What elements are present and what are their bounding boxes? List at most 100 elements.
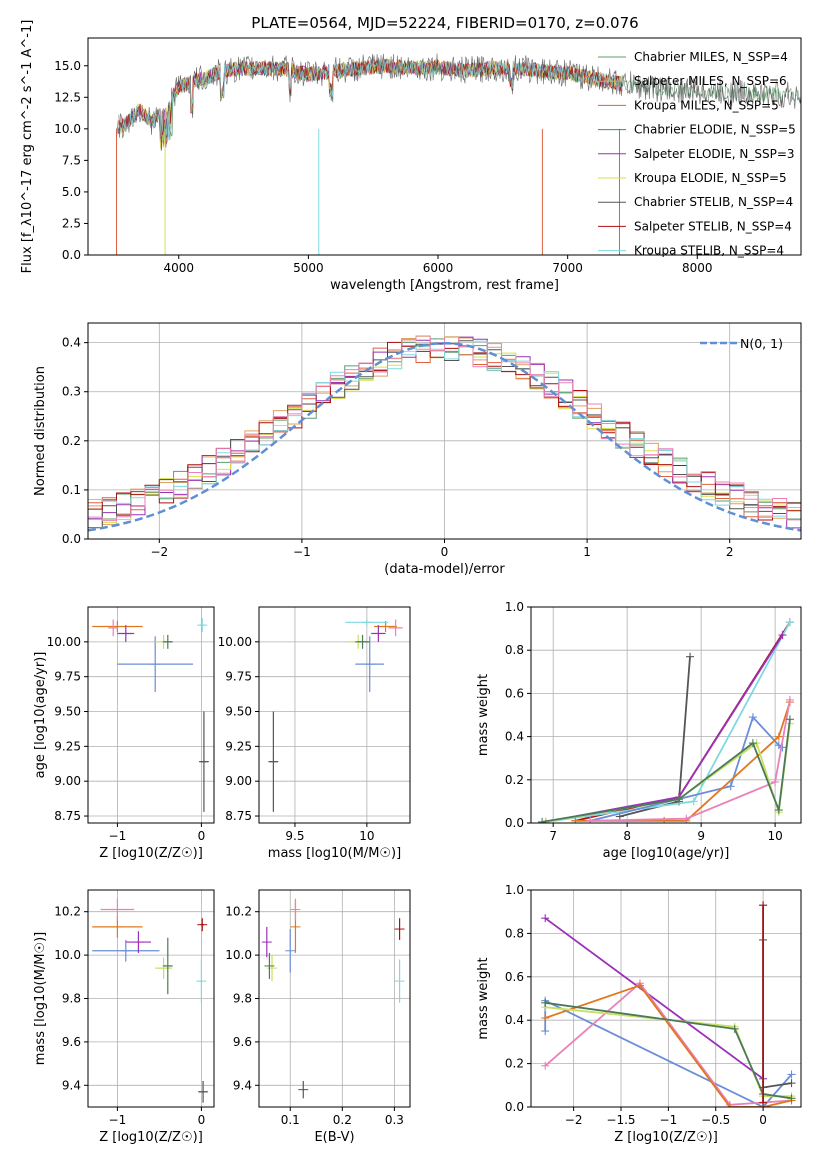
y-tick-label: 9.50	[54, 705, 81, 719]
spectrum-panel: 4000 5000 6000 7000 8000 0.0 2.5 5.0 7.5 10.0 12.5…	[20, 20, 802, 293]
x-tick-label: −1	[109, 1113, 127, 1127]
x-tick-label: 0	[198, 1113, 206, 1127]
legend-label: Chabrier STELIB, N_SSP=4	[634, 195, 793, 209]
series-line-orange	[544, 984, 792, 1107]
legend-label: Salpeter ELODIE, N_SSP=3	[634, 147, 795, 161]
legend-label: Salpeter MILES, N_SSP=6	[634, 74, 787, 88]
x-tick-label: −1	[109, 829, 127, 843]
legend-label: Chabrier ELODIE, N_SSP=5	[634, 123, 796, 137]
y-tick-label: 0.4	[505, 730, 524, 744]
y-tick-label: 0.2	[62, 434, 81, 448]
y-tick-label: 8.75	[225, 809, 252, 823]
x-tick-label: 6000	[423, 261, 454, 275]
x-tick-label: −2	[565, 1113, 583, 1127]
y-tick-label: 0.6	[505, 686, 524, 700]
figure-title: PLATE=0564, MJD=52224, FIBERID=0170, z=0…	[251, 14, 638, 32]
x-tick-label: −1.5	[606, 1113, 635, 1127]
y-tick-label: 0.6	[505, 970, 524, 984]
axes-frame	[530, 889, 802, 1108]
legend-label: Kroupa STELIB, N_SSP=4	[634, 244, 784, 258]
y-axis-label: mass [log10(M/M☉)]	[33, 932, 48, 1065]
x-tick-label: 7	[549, 829, 557, 843]
histogram-kroupa_stelib	[88, 340, 801, 517]
age-vs-mass-panel: 9.5 10 8.75 9.00 9.25 9.50 9.75 10.00 mass [log1…	[218, 606, 411, 861]
y-tick-label: 9.4	[233, 1078, 252, 1092]
x-axis-label: age [log10(age/yr)]	[603, 846, 730, 861]
y-tick-label: 5.0	[62, 185, 81, 199]
series-line-darkgreen	[541, 719, 791, 823]
y-tick-label: 9.4	[62, 1078, 81, 1092]
spectrum-line-kroupa_stelib	[119, 58, 623, 141]
y-tick-label: 10.00	[47, 635, 81, 649]
y-tick-label: 0.1	[62, 483, 81, 497]
x-tick-label: 8000	[682, 261, 713, 275]
x-tick-label: 5000	[293, 261, 324, 275]
normal-curve	[88, 341, 801, 532]
mass-vs-ebv-plot-area	[261, 898, 405, 1099]
series-line-pink	[590, 699, 791, 822]
y-tick-label: 9.8	[233, 992, 252, 1006]
x-tick-label: 7000	[552, 261, 583, 275]
y-tick-label: 9.25	[225, 739, 252, 753]
axes-frame	[530, 606, 802, 824]
axes-frame	[87, 37, 802, 256]
x-tick-label: 2	[726, 545, 734, 559]
y-axis-label: age [log10(age/yr)]	[33, 652, 48, 779]
y-tick-label: 0.0	[62, 248, 81, 262]
y-tick-label: 10.0	[54, 122, 81, 136]
mass-weight-vs-z-plot-area	[541, 901, 796, 1107]
x-axis-label: Z [log10(Z/Z☉)]	[99, 1130, 203, 1145]
legend-label: Chabrier MILES, N_SSP=4	[634, 50, 788, 64]
y-tick-label: 9.75	[225, 670, 252, 684]
y-tick-label: 0.4	[505, 1013, 524, 1027]
x-tick-label: 0.3	[385, 1113, 404, 1127]
x-tick-label: 9.5	[285, 829, 304, 843]
y-tick-label: 12.5	[54, 90, 81, 104]
series-line-purple	[544, 917, 764, 1107]
series-line-blue	[589, 715, 783, 822]
y-tick-label: 0.0	[505, 1100, 524, 1114]
y-tick-label: 10.2	[225, 905, 252, 919]
x-tick-label: −0.5	[701, 1113, 730, 1127]
age-vs-mass-plot-area	[268, 619, 403, 812]
x-tick-label: 10	[359, 829, 374, 843]
y-tick-label: 0.8	[505, 926, 524, 940]
y-tick-label: 0.4	[62, 336, 81, 350]
x-axis-label: E(B-V)	[314, 1130, 354, 1145]
x-tick-label: 8	[623, 829, 631, 843]
y-tick-label: 0.8	[505, 643, 524, 657]
mass-vs-z-plot-area	[92, 898, 209, 1103]
residual-distribution-plot-area	[88, 335, 801, 532]
x-tick-label: 0	[441, 545, 449, 559]
y-axis-label: Normed distribution	[33, 366, 48, 496]
y-tick-label: 0.2	[505, 1057, 524, 1071]
x-tick-label: 0.1	[281, 1113, 300, 1127]
x-axis-label: Z [log10(Z/Z☉)]	[614, 1130, 718, 1145]
residual-distribution-panel: −2 −1 0 1 2 0.0 0.1 0.2 0.3 0.4 (data-model)/error…	[33, 322, 802, 577]
y-tick-label: 8.75	[54, 809, 81, 823]
x-tick-label: 4000	[163, 261, 194, 275]
series-line-lime	[545, 723, 791, 823]
y-tick-label: 1.0	[505, 883, 524, 897]
mass-vs-z-panel: −1 0 9.4 9.6 9.8 10.0 10.2 Z [log10(Z/Z☉)] mass …	[33, 889, 215, 1145]
y-tick-label: 9.00	[54, 774, 81, 788]
y-tick-label: 9.00	[225, 774, 252, 788]
y-tick-label: 7.5	[62, 153, 81, 167]
y-tick-label: 10.00	[218, 635, 252, 649]
axes-frame	[87, 606, 215, 824]
y-tick-label: 2.5	[62, 216, 81, 230]
mass-weight-vs-age-panel: 7 8 9 10 0.0 0.2 0.4 0.6 0.8 1.0 age [log10(age/yr…	[476, 600, 802, 861]
legend-label: Salpeter STELIB, N_SSP=4	[634, 219, 792, 233]
legend-label: N(0, 1)	[740, 336, 783, 351]
spectrum-plot-area	[116, 53, 801, 255]
x-tick-label: 0.2	[333, 1113, 352, 1127]
axes-frame	[258, 606, 411, 824]
x-tick-label: 1	[583, 545, 591, 559]
age-vs-z-panel: −1 0 8.75 9.00 9.25 9.50 9.75 10.00 Z [log10(Z/Z…	[33, 606, 215, 861]
y-tick-label: 0.3	[62, 385, 81, 399]
legend-label: Kroupa MILES, N_SSP=5	[634, 98, 779, 112]
y-tick-label: 1.0	[505, 600, 524, 614]
x-tick-label: 10	[767, 829, 782, 843]
x-axis-label: mass [log10(M/M☉)]	[268, 846, 401, 861]
spectrum-line-salpeter_stelib	[118, 59, 622, 148]
